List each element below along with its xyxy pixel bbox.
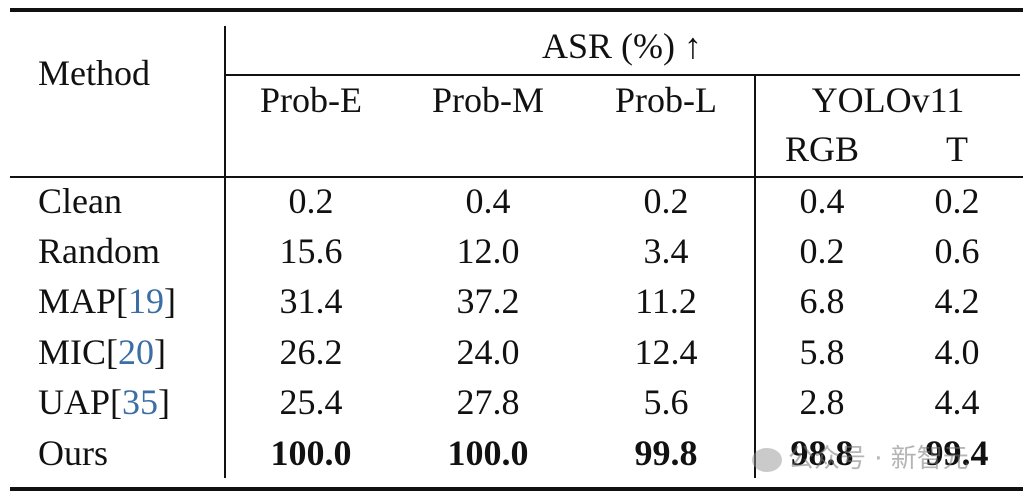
cell: 5.6: [643, 382, 689, 422]
cell: 37.2: [456, 281, 520, 321]
top-rule: [10, 8, 1023, 12]
cell: 99.4: [925, 433, 989, 473]
cell: 0.6: [934, 231, 980, 271]
method-name: UAP[: [38, 382, 123, 422]
method-name: MIC[: [38, 332, 118, 372]
header-yolo: YOLOv11: [811, 80, 965, 120]
cell: 4.2: [934, 281, 980, 321]
cell: 3.4: [643, 231, 689, 271]
cell: 26.2: [279, 332, 343, 372]
cell: 0.2: [643, 181, 689, 221]
cell: 0.4: [465, 181, 511, 221]
watermark-text: 公众号 · 新智元: [788, 444, 969, 474]
row-method: Ours: [38, 435, 108, 471]
method-name: Ours: [38, 433, 108, 473]
citation: 20: [118, 332, 154, 372]
row-method: MIC[20]: [38, 334, 166, 370]
method-name: ]: [154, 332, 166, 372]
row-method: Random: [38, 233, 160, 269]
cell: 31.4: [279, 281, 343, 321]
column-rule: [754, 76, 756, 478]
cell: 4.0: [934, 332, 980, 372]
column-header: T: [946, 129, 968, 169]
header-method: Method: [38, 53, 150, 93]
cell: 15.6: [279, 231, 343, 271]
method-name: Random: [38, 231, 160, 271]
method-name: ]: [164, 281, 177, 321]
column-header: Prob-E: [260, 80, 362, 120]
group-rule: [225, 74, 1020, 76]
cell: 0.2: [934, 181, 980, 221]
cell: 99.8: [634, 433, 698, 473]
row-method: MAP[19]: [38, 283, 176, 319]
bottom-rule: [10, 487, 1023, 491]
column-rule: [224, 26, 226, 478]
citation: 35: [122, 382, 159, 422]
column-header: RGB: [784, 129, 860, 169]
watermark: 公众号 · 新智元: [752, 438, 969, 475]
cell: 5.8: [799, 332, 845, 372]
citation: 19: [128, 281, 165, 321]
cell: 100.0: [270, 433, 352, 473]
column-header: Prob-L: [615, 80, 717, 120]
column-header: Prob-M: [431, 80, 545, 120]
cell: 100.0: [447, 433, 529, 473]
cell: 98.8: [790, 433, 854, 473]
cell: 11.2: [635, 281, 697, 321]
cell: 6.8: [799, 281, 845, 321]
cell: 12.4: [634, 332, 698, 372]
cell: 0.4: [799, 181, 845, 221]
cell: 4.4: [934, 382, 980, 422]
cell: 27.8: [456, 382, 520, 422]
header-rule: [10, 176, 1023, 178]
cell: 24.0: [456, 332, 520, 372]
row-method: UAP[35]: [38, 384, 170, 420]
cell: 0.2: [799, 231, 845, 271]
method-name: MAP[: [38, 281, 129, 321]
method-name: ]: [158, 382, 171, 422]
cell: 12.0: [456, 231, 520, 271]
row-method: Clean: [38, 183, 122, 219]
method-name: Clean: [38, 181, 122, 221]
header-group: ASR (%) ↑: [542, 26, 702, 66]
cell: 2.8: [799, 382, 845, 422]
cell: 25.4: [279, 382, 343, 422]
cell: 0.2: [288, 181, 334, 221]
